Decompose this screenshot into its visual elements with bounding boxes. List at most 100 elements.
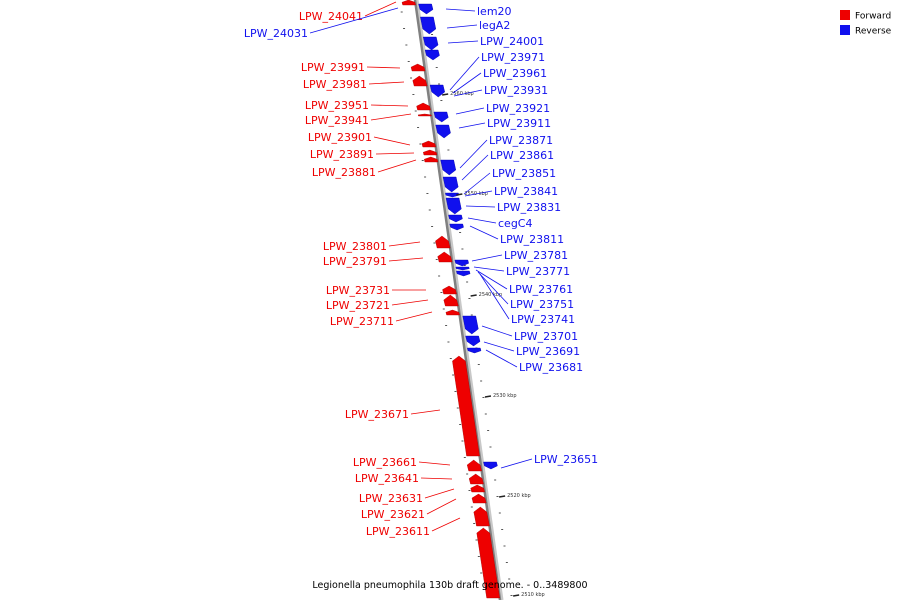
gene-label-lpw-23951: LPW_23951	[305, 99, 409, 112]
forward-gene	[471, 493, 487, 504]
gene-label-lega2: legA2	[446, 19, 510, 32]
forward-swatch	[840, 10, 850, 20]
gene-label-lpw-23771: LPW_23771	[473, 265, 570, 278]
gene-label-lpw-23931: LPW_23931	[453, 84, 548, 97]
gene-label-text: LPW_23661	[353, 456, 417, 469]
forward-gene	[442, 285, 457, 295]
gene-label-connector	[420, 477, 453, 480]
gene-label-lpw-23871: LPW_23871	[459, 134, 553, 169]
gene-label-text: LPW_23711	[330, 315, 394, 328]
gene-label-lpw-23631: LPW_23631	[359, 488, 455, 505]
forward-gene	[412, 75, 428, 87]
gene-label-connector	[309, 7, 399, 34]
reverse-gene	[465, 335, 481, 347]
gene-label-lpw-23721: LPW_23721	[326, 299, 429, 312]
gene-label-connector	[431, 517, 461, 532]
forward-gene	[476, 527, 500, 599]
gene-label-text: LPW_23641	[355, 472, 419, 485]
gene-label-connector	[424, 488, 455, 499]
gene-label-connector	[471, 254, 503, 262]
gene-label-text: LPW_23611	[366, 525, 430, 538]
gene-label-lpw-23731: LPW_23731	[326, 284, 426, 297]
gene-label-connector	[467, 217, 497, 224]
gene-label-text: LPW_23681	[519, 361, 583, 374]
gene-label-lpw-23961: LPW_23961	[452, 67, 547, 94]
reverse-gene	[483, 461, 498, 470]
gene-label-connector	[485, 349, 518, 368]
major-tick	[442, 93, 449, 96]
gene-label-connector	[469, 225, 499, 240]
forward-gene	[410, 63, 426, 72]
gene-label-lpw-23911: LPW_23911	[458, 117, 551, 130]
reverse-gene	[467, 347, 482, 354]
gene-label-text: LPW_23761	[509, 283, 573, 296]
major-tick	[513, 594, 520, 597]
forward-gene	[473, 506, 490, 527]
gene-label-text: LPW_23741	[511, 313, 575, 326]
forward-gene	[466, 459, 482, 472]
major-tick	[484, 395, 492, 398]
major-tick	[470, 294, 477, 297]
gene-label-lpw-23611: LPW_23611	[366, 517, 461, 538]
gene-label-text: LPW_23831	[497, 201, 561, 214]
genome-title: Legionella pneumophila 130b draft genome…	[312, 580, 587, 591]
gene-label-text: LPW_23991	[301, 61, 365, 74]
gene-label-lpw-23861: LPW_23861	[461, 149, 554, 181]
gene-label-lpw-23991: LPW_23991	[301, 61, 401, 74]
gene-label-lpw-23851: LPW_23851	[463, 167, 556, 195]
gene-label-lpw-23921: LPW_23921	[455, 102, 550, 115]
forward-gene	[468, 473, 484, 485]
gene-label-text: LPW_23781	[504, 249, 568, 262]
gene-label-text: LPW_23631	[359, 492, 423, 505]
gene-label-connector	[391, 299, 429, 306]
reverse-gene	[422, 36, 439, 51]
gene-label-text: LPW_23851	[492, 167, 556, 180]
tick-label: 2520 kbp	[507, 493, 531, 499]
gene-label-connector	[364, 1, 397, 17]
gene-label-lpw-23891: LPW_23891	[310, 148, 415, 161]
gene-label-connector	[446, 24, 478, 29]
gene-label-connector	[377, 159, 417, 173]
tick-label: 2510 kbp	[521, 592, 545, 598]
gene-label-lpw-23781: LPW_23781	[471, 249, 568, 262]
forward-gene	[437, 251, 453, 263]
gene-label-connector	[483, 341, 515, 352]
reverse-gene	[445, 197, 462, 215]
gene-label-text: LPW_23941	[305, 114, 369, 127]
gene-label-connector	[368, 81, 405, 85]
gene-label-connector	[459, 139, 488, 169]
gene-label-text: LPW_23771	[506, 265, 570, 278]
forward-gene	[416, 102, 431, 111]
reverse-gene	[449, 223, 464, 231]
gene-label-connector	[455, 107, 485, 115]
gene-label-connector	[475, 269, 508, 290]
gene-label-connector	[500, 458, 533, 469]
gene-label-text: LPW_23751	[510, 298, 574, 311]
gene-label-text: LPW_23691	[516, 345, 580, 358]
gene-label-lpw-23671: LPW_23671	[345, 408, 441, 421]
gene-label-text: legA2	[479, 19, 510, 32]
gene-label-text: LPW_23921	[486, 102, 550, 115]
gene-label-lpw-23841: LPW_23841	[464, 185, 558, 198]
reverse-gene	[462, 315, 479, 335]
legend: Forward Reverse	[840, 10, 892, 37]
gene-label-connector	[388, 257, 424, 262]
gene-label-lpw-23711: LPW_23711	[330, 311, 433, 328]
reverse-gene	[454, 259, 469, 267]
forward-gene	[424, 156, 439, 163]
gene-label-lpw-23621: LPW_23621	[361, 498, 457, 521]
reverse-gene	[424, 49, 440, 61]
gene-label-lpw-23901: LPW_23901	[308, 131, 411, 146]
gene-label-text: LPW_24001	[480, 35, 544, 48]
reverse-gene	[442, 176, 459, 193]
gene-label-lpw-23751: LPW_23751	[477, 271, 574, 311]
gene-label-lpw-23831: LPW_23831	[465, 201, 561, 214]
major-tick	[499, 495, 506, 498]
reverse-gene	[418, 3, 434, 15]
gene-label-connector	[481, 325, 513, 337]
forward-legend-label: Forward	[855, 12, 891, 22]
reverse-gene	[440, 159, 457, 176]
tick-label: 2530 kbp	[493, 393, 517, 399]
gene-label-text: LPW_23931	[484, 84, 548, 97]
gene-label-lpw-23791: LPW_23791	[323, 255, 424, 268]
